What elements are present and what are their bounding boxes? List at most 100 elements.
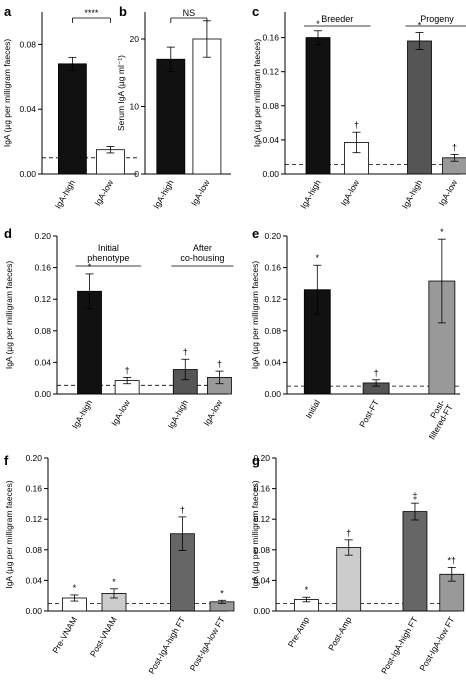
category-label: IgA-high	[151, 178, 176, 211]
significance-mark: *	[440, 227, 444, 237]
y-tick-label: 0.08	[264, 326, 281, 336]
category-label: Post-IgA-high FT	[146, 615, 187, 676]
y-axis-label: IgA (µg per milligram faeces)	[4, 480, 14, 589]
category-label: IgA-low	[92, 177, 115, 207]
significance-mark: *	[316, 253, 320, 263]
significance-mark: †	[452, 142, 457, 152]
y-tick-label: 0.12	[253, 514, 270, 524]
category-label: IgA-high	[400, 178, 425, 211]
panel-letter: g	[252, 453, 260, 468]
group-label: Initial phenotype	[87, 243, 129, 263]
category-label: IgA-low	[189, 177, 212, 207]
y-tick-label: 0.16	[34, 263, 51, 273]
significance-mark: †	[354, 120, 359, 130]
y-tick-label: 0.20	[25, 453, 42, 463]
panel-b: b 0 10 20 Serum IgA (µg ml⁻¹) IgA-high IgA-low…	[116, 4, 231, 210]
y-tick-label: 0.08	[19, 39, 36, 49]
bracket-label: ****	[84, 8, 99, 18]
significance-mark: *	[112, 577, 116, 587]
category-label: IgA-high	[298, 178, 323, 211]
category-label: Post-Amp	[326, 615, 353, 653]
significance-mark: *	[418, 20, 422, 30]
y-tick-label: 0.04	[253, 575, 270, 585]
y-tick-label: 0.08	[34, 326, 51, 336]
group-label: Progeny	[420, 14, 454, 24]
y-tick-label: 0.00	[262, 169, 279, 179]
y-tick-label: 0	[134, 169, 139, 179]
y-axis-label: IgA (µg per milligram faeces)	[2, 39, 12, 148]
y-tick-label: 0.04	[19, 104, 36, 114]
y-tick-label: 0.16	[253, 484, 270, 494]
category-label: Post-FT	[357, 398, 381, 429]
y-tick-label: 0.16	[264, 263, 281, 273]
significance-mark: *	[88, 262, 92, 272]
panel-letter: d	[4, 226, 12, 241]
bar	[336, 547, 362, 612]
panel-e: e 0.00 0.04 0.08 0.12 0.16 0.20 IgA (µg per mil…	[250, 226, 460, 441]
significance-mark: †	[183, 347, 188, 357]
category-label: Post-VNAM	[88, 615, 119, 658]
bar	[305, 37, 331, 175]
y-tick-label: 0.00	[19, 169, 36, 179]
category-label: IgA-low	[109, 397, 132, 427]
y-tick-label: 0.04	[25, 575, 42, 585]
y-tick-label: 0.04	[34, 357, 51, 367]
y-tick-label: 0.12	[262, 67, 279, 77]
bar	[96, 149, 125, 175]
bracket-label: NS	[183, 8, 196, 18]
y-tick-label: 0.04	[262, 135, 279, 145]
category-label: IgA-low	[338, 177, 361, 207]
significance-mark: *	[73, 583, 77, 593]
category-label: IgA-low	[436, 177, 459, 207]
y-tick-label: 0.00	[253, 606, 270, 616]
panel-letter: f	[4, 453, 9, 468]
panel-letter: a	[4, 4, 12, 19]
panel-letter: b	[119, 4, 127, 19]
category-label: IgA-high	[70, 398, 95, 431]
significance-mark: *	[305, 585, 309, 595]
significance-mark: ‡	[412, 491, 417, 501]
panel-g: g 0.00 0.04 0.08 0.12 0.16 0.20 IgA (µg per mil…	[250, 453, 465, 676]
y-tick-label: 10	[130, 102, 140, 112]
significance-mark: †	[374, 368, 379, 378]
category-label: Pre-VNAM	[50, 615, 79, 655]
group-label: Breeder	[321, 14, 353, 24]
panel-letter: c	[252, 4, 259, 19]
significance-mark: *	[220, 588, 224, 598]
y-tick-label: 0.12	[264, 294, 281, 304]
significance-mark: *†	[448, 555, 457, 565]
y-tick-label: 0.12	[34, 294, 51, 304]
group-label: After co-housing	[180, 243, 224, 263]
category-label: Post-filtered-FT	[419, 398, 455, 441]
significance-mark: †	[346, 528, 351, 538]
y-tick-label: 0.20	[253, 453, 270, 463]
panel-letter: e	[252, 226, 259, 241]
y-tick-label: 0.00	[264, 389, 281, 399]
significance-mark: *	[316, 19, 320, 29]
y-axis-label: IgA (µg per milligram faeces)	[250, 480, 260, 589]
bar	[402, 511, 428, 612]
category-label: Post-IgA-low FT	[188, 615, 227, 673]
y-tick-label: 0.16	[262, 33, 279, 43]
category-label: Pre-Amp	[286, 615, 312, 649]
y-tick-label: 0.00	[25, 606, 42, 616]
y-tick-label: 0.08	[25, 545, 42, 555]
y-tick-label: 0.12	[25, 514, 42, 524]
y-axis-label: Serum IgA (µg ml⁻¹)	[116, 55, 126, 131]
significance-mark: †	[180, 505, 185, 515]
category-label: Post-IgA-low FT	[417, 615, 456, 673]
category-label: IgA-high	[53, 178, 78, 211]
bar	[192, 38, 222, 175]
significance-mark: †	[125, 365, 130, 375]
y-axis-label: IgA (µg per milligram faeces)	[252, 39, 262, 148]
significance-mark: †	[217, 359, 222, 369]
y-tick-label: 0.16	[25, 484, 42, 494]
bar	[407, 40, 432, 175]
category-label: IgA-low	[201, 397, 224, 427]
category-label: IgA-high	[166, 398, 191, 431]
y-axis-label: IgA (µg per milligram faeces)	[250, 261, 260, 370]
y-tick-label: 0.08	[253, 545, 270, 555]
bar	[156, 58, 186, 175]
